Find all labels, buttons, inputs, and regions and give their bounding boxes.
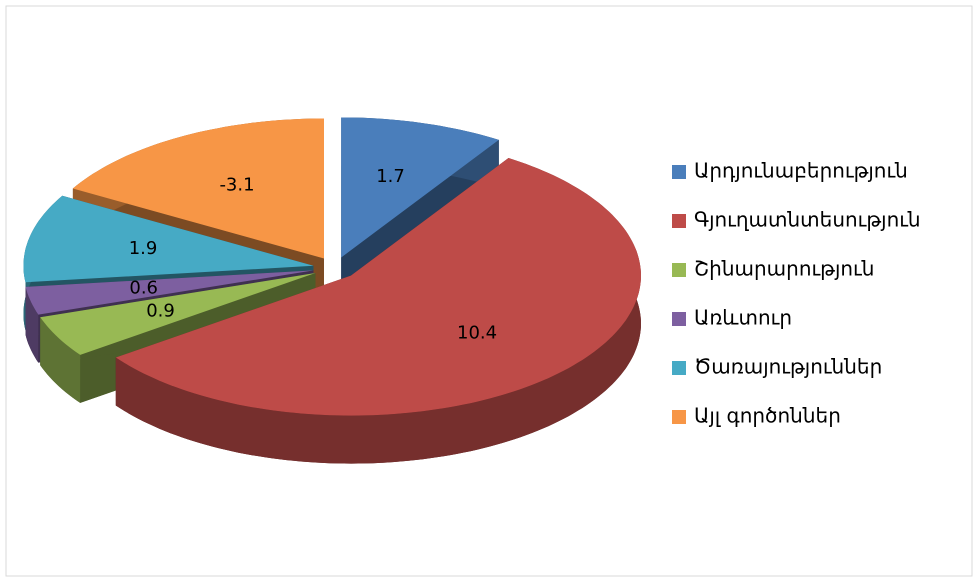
data-label: 0.6 (129, 278, 158, 299)
legend-swatch (672, 165, 686, 179)
legend-swatch (672, 263, 686, 277)
slice-wall (40, 317, 81, 403)
data-label: -3.1 (219, 175, 254, 196)
slice-top (23, 195, 314, 283)
legend-label: Առևտուր (694, 306, 792, 330)
slice (115, 158, 641, 464)
legend-swatch (672, 361, 686, 375)
slice-top (40, 273, 316, 355)
legend-label: Արդյունաբերություն (694, 159, 908, 183)
data-label: 0.9 (146, 300, 175, 321)
slice-top (25, 270, 314, 315)
legend-label: Ծառայություններ (694, 355, 882, 379)
legend-label: Այլ գործոններ (694, 404, 841, 428)
legend-swatch (672, 214, 686, 228)
legend-swatch (672, 410, 686, 424)
legend-label: Շինարարություն (694, 257, 874, 281)
slice-top (72, 118, 325, 259)
slice-top (115, 158, 641, 416)
data-label: 10.4 (457, 322, 497, 343)
slice-top (341, 117, 499, 258)
slice-wall (25, 286, 39, 363)
data-label: 1.7 (376, 166, 405, 187)
legend-label: Գյուղատնտեսություն (694, 208, 921, 232)
legend-swatch (672, 312, 686, 326)
data-label: 1.9 (129, 238, 158, 259)
